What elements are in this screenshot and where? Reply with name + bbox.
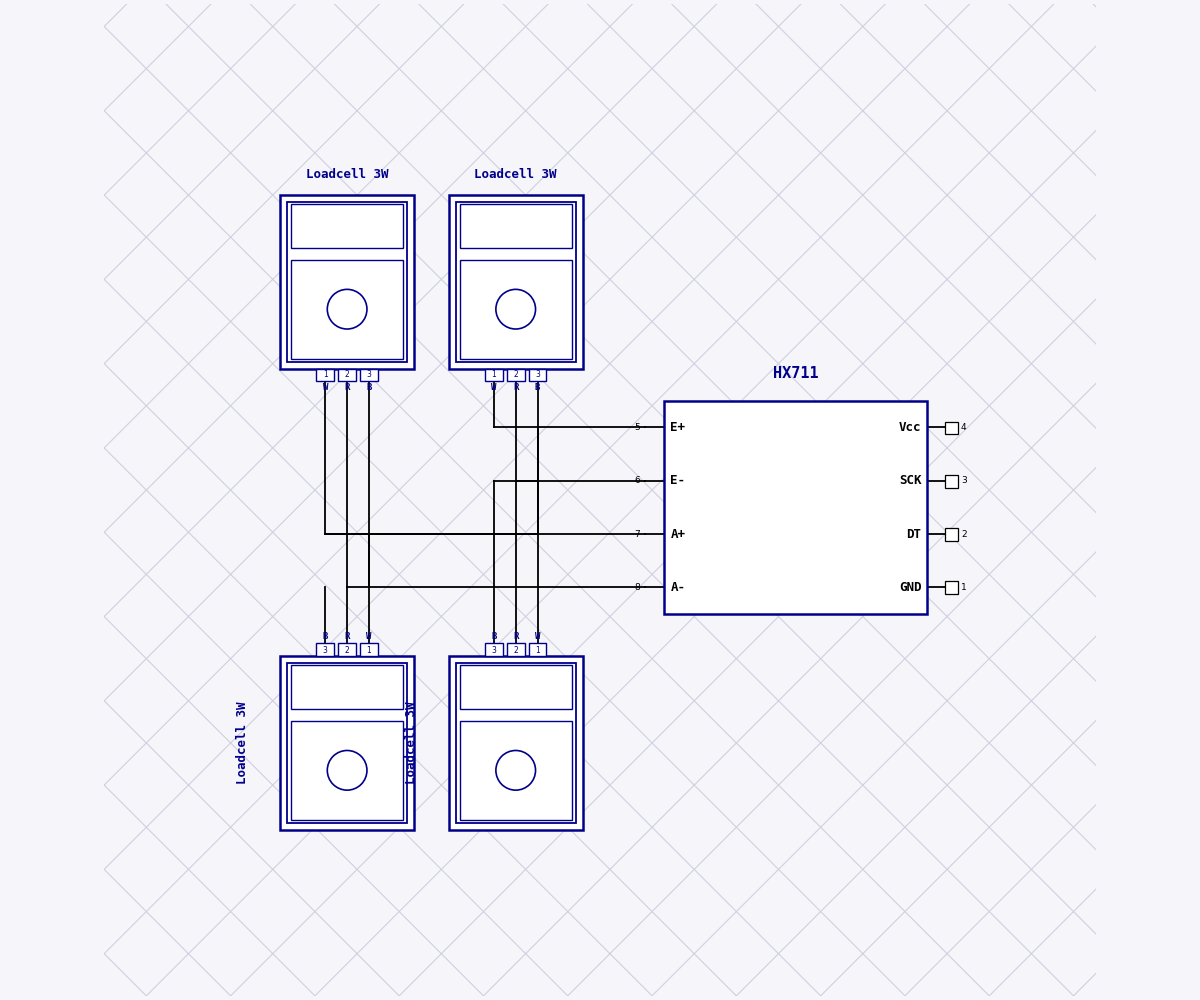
- Bar: [456, 202, 576, 362]
- Text: 3: 3: [366, 370, 371, 379]
- Text: 2: 2: [961, 530, 966, 539]
- Bar: [287, 202, 407, 362]
- Text: B: B: [366, 383, 372, 392]
- Text: Loadcell 3W: Loadcell 3W: [404, 702, 418, 784]
- Text: 1: 1: [492, 370, 497, 379]
- Text: 5: 5: [634, 423, 640, 432]
- Text: R: R: [344, 383, 350, 392]
- Text: 1: 1: [961, 583, 967, 592]
- Text: 2: 2: [514, 370, 518, 379]
- Text: W: W: [366, 632, 372, 641]
- Text: R: R: [344, 632, 350, 641]
- Text: HX711: HX711: [773, 366, 818, 381]
- Bar: [456, 663, 576, 823]
- Text: 6: 6: [634, 476, 640, 485]
- Text: 2: 2: [344, 646, 349, 655]
- Text: R: R: [514, 632, 518, 641]
- Bar: [287, 663, 407, 823]
- Text: GND: GND: [899, 581, 922, 594]
- Text: Loadcell 3W: Loadcell 3W: [306, 168, 389, 181]
- Bar: [485, 643, 503, 656]
- Bar: [317, 643, 335, 656]
- Text: Vcc: Vcc: [899, 421, 922, 434]
- Text: 3: 3: [535, 370, 540, 379]
- Text: Loadcell 3W: Loadcell 3W: [474, 168, 557, 181]
- Text: 2: 2: [344, 370, 349, 379]
- Text: R: R: [514, 383, 518, 392]
- Bar: [460, 665, 571, 709]
- Text: 1: 1: [323, 370, 328, 379]
- Bar: [360, 643, 378, 656]
- Bar: [338, 369, 356, 381]
- Text: 1: 1: [366, 646, 371, 655]
- Bar: [529, 369, 546, 381]
- Bar: [946, 528, 958, 541]
- Bar: [946, 581, 958, 594]
- Bar: [665, 401, 928, 614]
- Text: B: B: [323, 632, 328, 641]
- Bar: [485, 369, 503, 381]
- Bar: [338, 643, 356, 656]
- Bar: [529, 643, 546, 656]
- Text: A-: A-: [671, 581, 685, 594]
- Text: 1: 1: [535, 646, 540, 655]
- Bar: [317, 369, 335, 381]
- Text: SCK: SCK: [899, 474, 922, 487]
- Text: W: W: [491, 383, 497, 392]
- Bar: [460, 721, 571, 820]
- Bar: [506, 369, 524, 381]
- Text: 7: 7: [634, 530, 640, 539]
- Text: W: W: [535, 632, 540, 641]
- Text: 3: 3: [492, 646, 497, 655]
- Bar: [449, 656, 583, 830]
- Bar: [292, 721, 403, 820]
- Bar: [360, 369, 378, 381]
- Bar: [280, 195, 414, 369]
- Text: E+: E+: [671, 421, 685, 434]
- Bar: [946, 475, 958, 488]
- Text: 3: 3: [961, 476, 967, 485]
- Text: 8: 8: [634, 583, 640, 592]
- Bar: [449, 195, 583, 369]
- Text: 2: 2: [514, 646, 518, 655]
- Text: 3: 3: [323, 646, 328, 655]
- Text: B: B: [491, 632, 497, 641]
- Text: A+: A+: [671, 528, 685, 541]
- Text: W: W: [323, 383, 328, 392]
- Text: B: B: [535, 383, 540, 392]
- Text: E-: E-: [671, 474, 685, 487]
- Text: 4: 4: [961, 423, 966, 432]
- Bar: [460, 260, 571, 359]
- Bar: [460, 204, 571, 248]
- Bar: [292, 260, 403, 359]
- Bar: [292, 665, 403, 709]
- Bar: [946, 422, 958, 434]
- Bar: [280, 656, 414, 830]
- Bar: [292, 204, 403, 248]
- Bar: [506, 643, 524, 656]
- Text: DT: DT: [906, 528, 922, 541]
- Text: Loadcell 3W: Loadcell 3W: [236, 702, 250, 784]
